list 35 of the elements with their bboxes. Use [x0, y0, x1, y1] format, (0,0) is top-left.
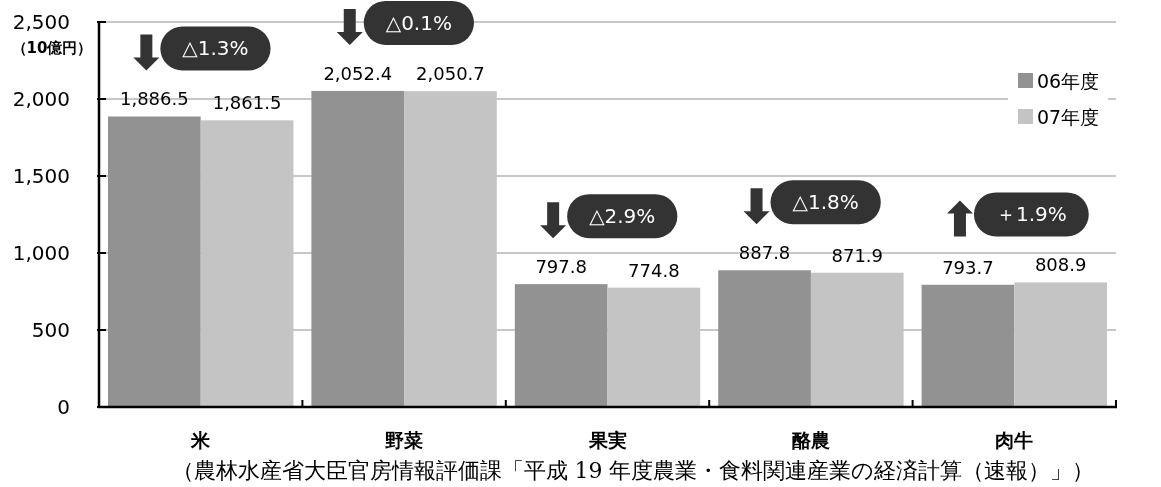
- data-label: 793.7: [942, 256, 994, 278]
- y-tick-label: 1,500: [12, 164, 70, 188]
- x-tick-label: 果実: [587, 429, 627, 451]
- legend-label: 07年度: [1037, 106, 1100, 128]
- data-label: 808.9: [1034, 254, 1087, 276]
- annotation: ＋1.9%: [995, 202, 1067, 227]
- y-tick-label: 1,000: [12, 241, 70, 265]
- annotation: △1.8%: [792, 190, 859, 215]
- data-label: 797.8: [535, 256, 587, 278]
- text: （農林水産省大臣官房情報評価課「平成 19 年度農業・食料関連産業の経済計算（速報）」）: [171, 457, 1095, 483]
- data-label: 887.8: [738, 242, 791, 264]
- bar: [108, 116, 201, 407]
- bar: [921, 284, 1015, 407]
- bar: [718, 270, 811, 407]
- y-axis-title: （10億円）: [11, 39, 93, 57]
- data-label: 1,886.5: [119, 88, 189, 110]
- annotation: △1.3%: [182, 36, 249, 61]
- bar: [311, 90, 405, 407]
- y-tick-label: 2,500: [12, 10, 70, 34]
- data-label: 774.8: [628, 259, 680, 281]
- legend-label: 06年度: [1037, 70, 1100, 92]
- data-label: 2,050.7: [416, 63, 485, 85]
- y-tick-label: 500: [31, 318, 70, 342]
- data-label: 2,052.4: [323, 62, 393, 84]
- y-tick-label: 2,000: [12, 87, 70, 111]
- x-tick-label: 肉牛: [995, 429, 1034, 451]
- annotation: △0.1%: [385, 10, 452, 35]
- x-tick-label: 米: [190, 429, 212, 451]
- x-tick-label: 野菜: [385, 429, 424, 451]
- y-tick-label: 0: [57, 395, 70, 419]
- x-tick-label: 酪農: [791, 429, 830, 451]
- bar: [514, 284, 608, 407]
- data-label: 871.9: [831, 244, 884, 266]
- data-label: 1,861.5: [212, 92, 282, 114]
- annotation: △2.9%: [589, 204, 656, 229]
